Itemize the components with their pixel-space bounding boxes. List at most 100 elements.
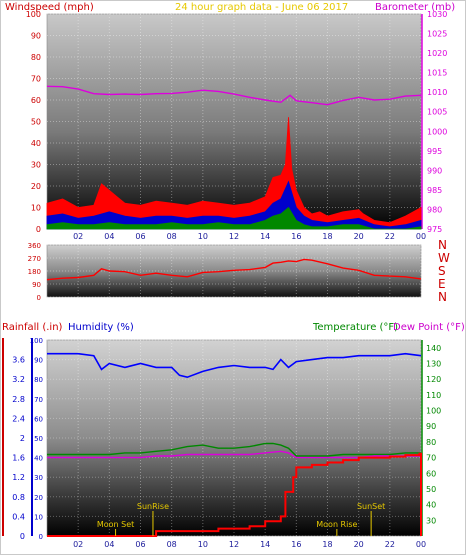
humidity-tick-label: 20 [34,494,43,502]
hour-label: 18 [322,232,332,241]
moon-rise-marker: Moon Rise [316,520,357,529]
rainfall-tick-label: 0.4 [12,512,25,521]
windspeed-low-series [46,206,422,230]
temperature-tick-label: 30 [426,516,436,525]
windspeed-tick-label: 50 [31,118,41,127]
hour-label: 08 [167,540,177,549]
temperature-tick-label: 50 [426,485,436,494]
rainfall-tick-label: 3.6 [12,356,25,365]
hour-label: 20 [354,232,364,241]
rainfall-tick-label: 2.4 [12,414,25,423]
windspeed-axis-title: Windspeed (mph) [5,2,94,13]
temperature-tick-label: 60 [426,469,436,478]
compass-label: E [438,277,446,291]
barometer-tick-label: 1010 [427,88,447,97]
humidity-tick-label: 40 [34,455,43,463]
hour-label: 22 [385,540,395,549]
direction-tick-label: 360 [28,242,41,250]
dewpoint-series [47,450,421,459]
rainfall-axis-title: Rainfall (.in) [2,322,63,333]
barometer-tick-label: 1030 [427,10,447,19]
sun-moon-markers: SunRise SunSet Moon Set Moon Rise [97,502,385,536]
rain-humidity-series [47,352,422,537]
hour-label: 20 [354,540,364,549]
direction-series [46,258,422,281]
rainfall-tick-label: 0.8 [12,493,25,502]
hour-label: 16 [291,540,301,549]
rainfall-tick-label: 2 [20,434,25,443]
hour-label: 16 [291,232,301,241]
direction-tick-labels: 0 90 180 270 360 [28,242,41,302]
windspeed-tick-label: 10 [31,204,41,213]
hour-label: 14 [260,232,270,241]
rainfall-tick-label: 3.2 [12,375,25,384]
wind-series [46,85,422,230]
rain-humidity-grid [47,339,422,537]
humidity-tick-label: 50 [34,435,43,443]
hour-label: 06 [135,540,145,549]
temperature-series [47,442,421,457]
hour-label: 14 [260,540,270,549]
barometer-tick-labels: 975 980 985 990 995 1000 1005 1010 1015 1020 1025 1… [421,10,447,234]
windspeed-tick-label: 100 [26,10,41,19]
temperature-axis-title: Temperature (°F) [313,322,399,333]
barometer-axis-title: Barometer (mb) [375,2,456,13]
barometer-tick-label: 1020 [427,49,447,58]
compass-label: N [438,290,447,304]
hour-label: 04 [104,540,114,549]
humidity-tick-label: 30 [34,474,43,482]
barometer-tick-label: 980 [427,205,442,214]
barometer-tick-label: 985 [427,186,442,195]
rainfall-series [47,452,422,537]
hour-label: 22 [385,232,395,241]
humidity-tick-label: 80 [34,376,43,384]
hour-label: 12 [229,232,239,241]
temperature-tick-label: 110 [426,391,441,400]
windspeed-tick-label: 40 [31,139,41,148]
hour-label: 10 [198,540,208,549]
barometer-tick-label: 1005 [427,108,447,117]
hour-label: 18 [322,540,332,549]
barometer-tick-label: 1000 [427,127,447,136]
barometer-tick-label: 1015 [427,69,447,78]
rainfall-tick-label: 1.2 [12,473,25,482]
compass-label: S [438,264,446,278]
barometer-tick-label: 995 [427,147,442,156]
temperature-tick-label: 100 [426,407,441,416]
temperature-tick-label: 120 [426,375,441,384]
temperature-tick-label: 80 [426,438,436,447]
hour-label: 10 [198,232,208,241]
hour-label: 00 [416,232,426,241]
direction-tick-label: 0 [37,294,41,302]
barometer-tick-label: 990 [427,166,442,175]
windspeed-tick-labels: 0 10 20 30 40 50 60 70 80 90 100 [26,10,41,234]
direction-tick-label: 90 [32,281,41,289]
rainfall-tick-label: 0 [20,532,25,541]
hour-label: 08 [167,232,177,241]
temperature-tick-label: 40 [426,501,436,510]
temperature-tick-label: 90 [426,422,436,431]
temperature-tick-label: 130 [426,360,441,369]
temperature-tick-label: 140 [426,344,441,353]
compass-label: N [438,238,447,252]
rainfall-tick-label: 2.8 [12,395,25,404]
humidity-axis-title: Humidity (%) [68,322,134,333]
windspeed-tick-label: 0 [36,225,41,234]
rainfall-tick-label: 1.6 [12,454,25,463]
hour-label: 12 [229,540,239,549]
windspeed-tick-label: 90 [31,32,41,41]
humidity-series [47,352,422,379]
windspeed-tick-label: 30 [31,161,41,170]
hour-label: 02 [73,540,83,549]
windspeed-tick-label: 60 [31,96,41,105]
hour-label: 02 [73,232,83,241]
wind-hour-labels: 02 04 06 08 10 12 14 16 18 20 22 00 [73,232,426,241]
windspeed-average-series [46,180,422,230]
barometer-tick-label: 975 [427,225,442,234]
windspeed-tick-label: 70 [31,75,41,84]
humidity-tick-label: 60 [34,415,43,423]
dewpoint-axis-title: Dew Point (°F) [393,322,465,333]
temperature-tick-label: 70 [426,454,436,463]
